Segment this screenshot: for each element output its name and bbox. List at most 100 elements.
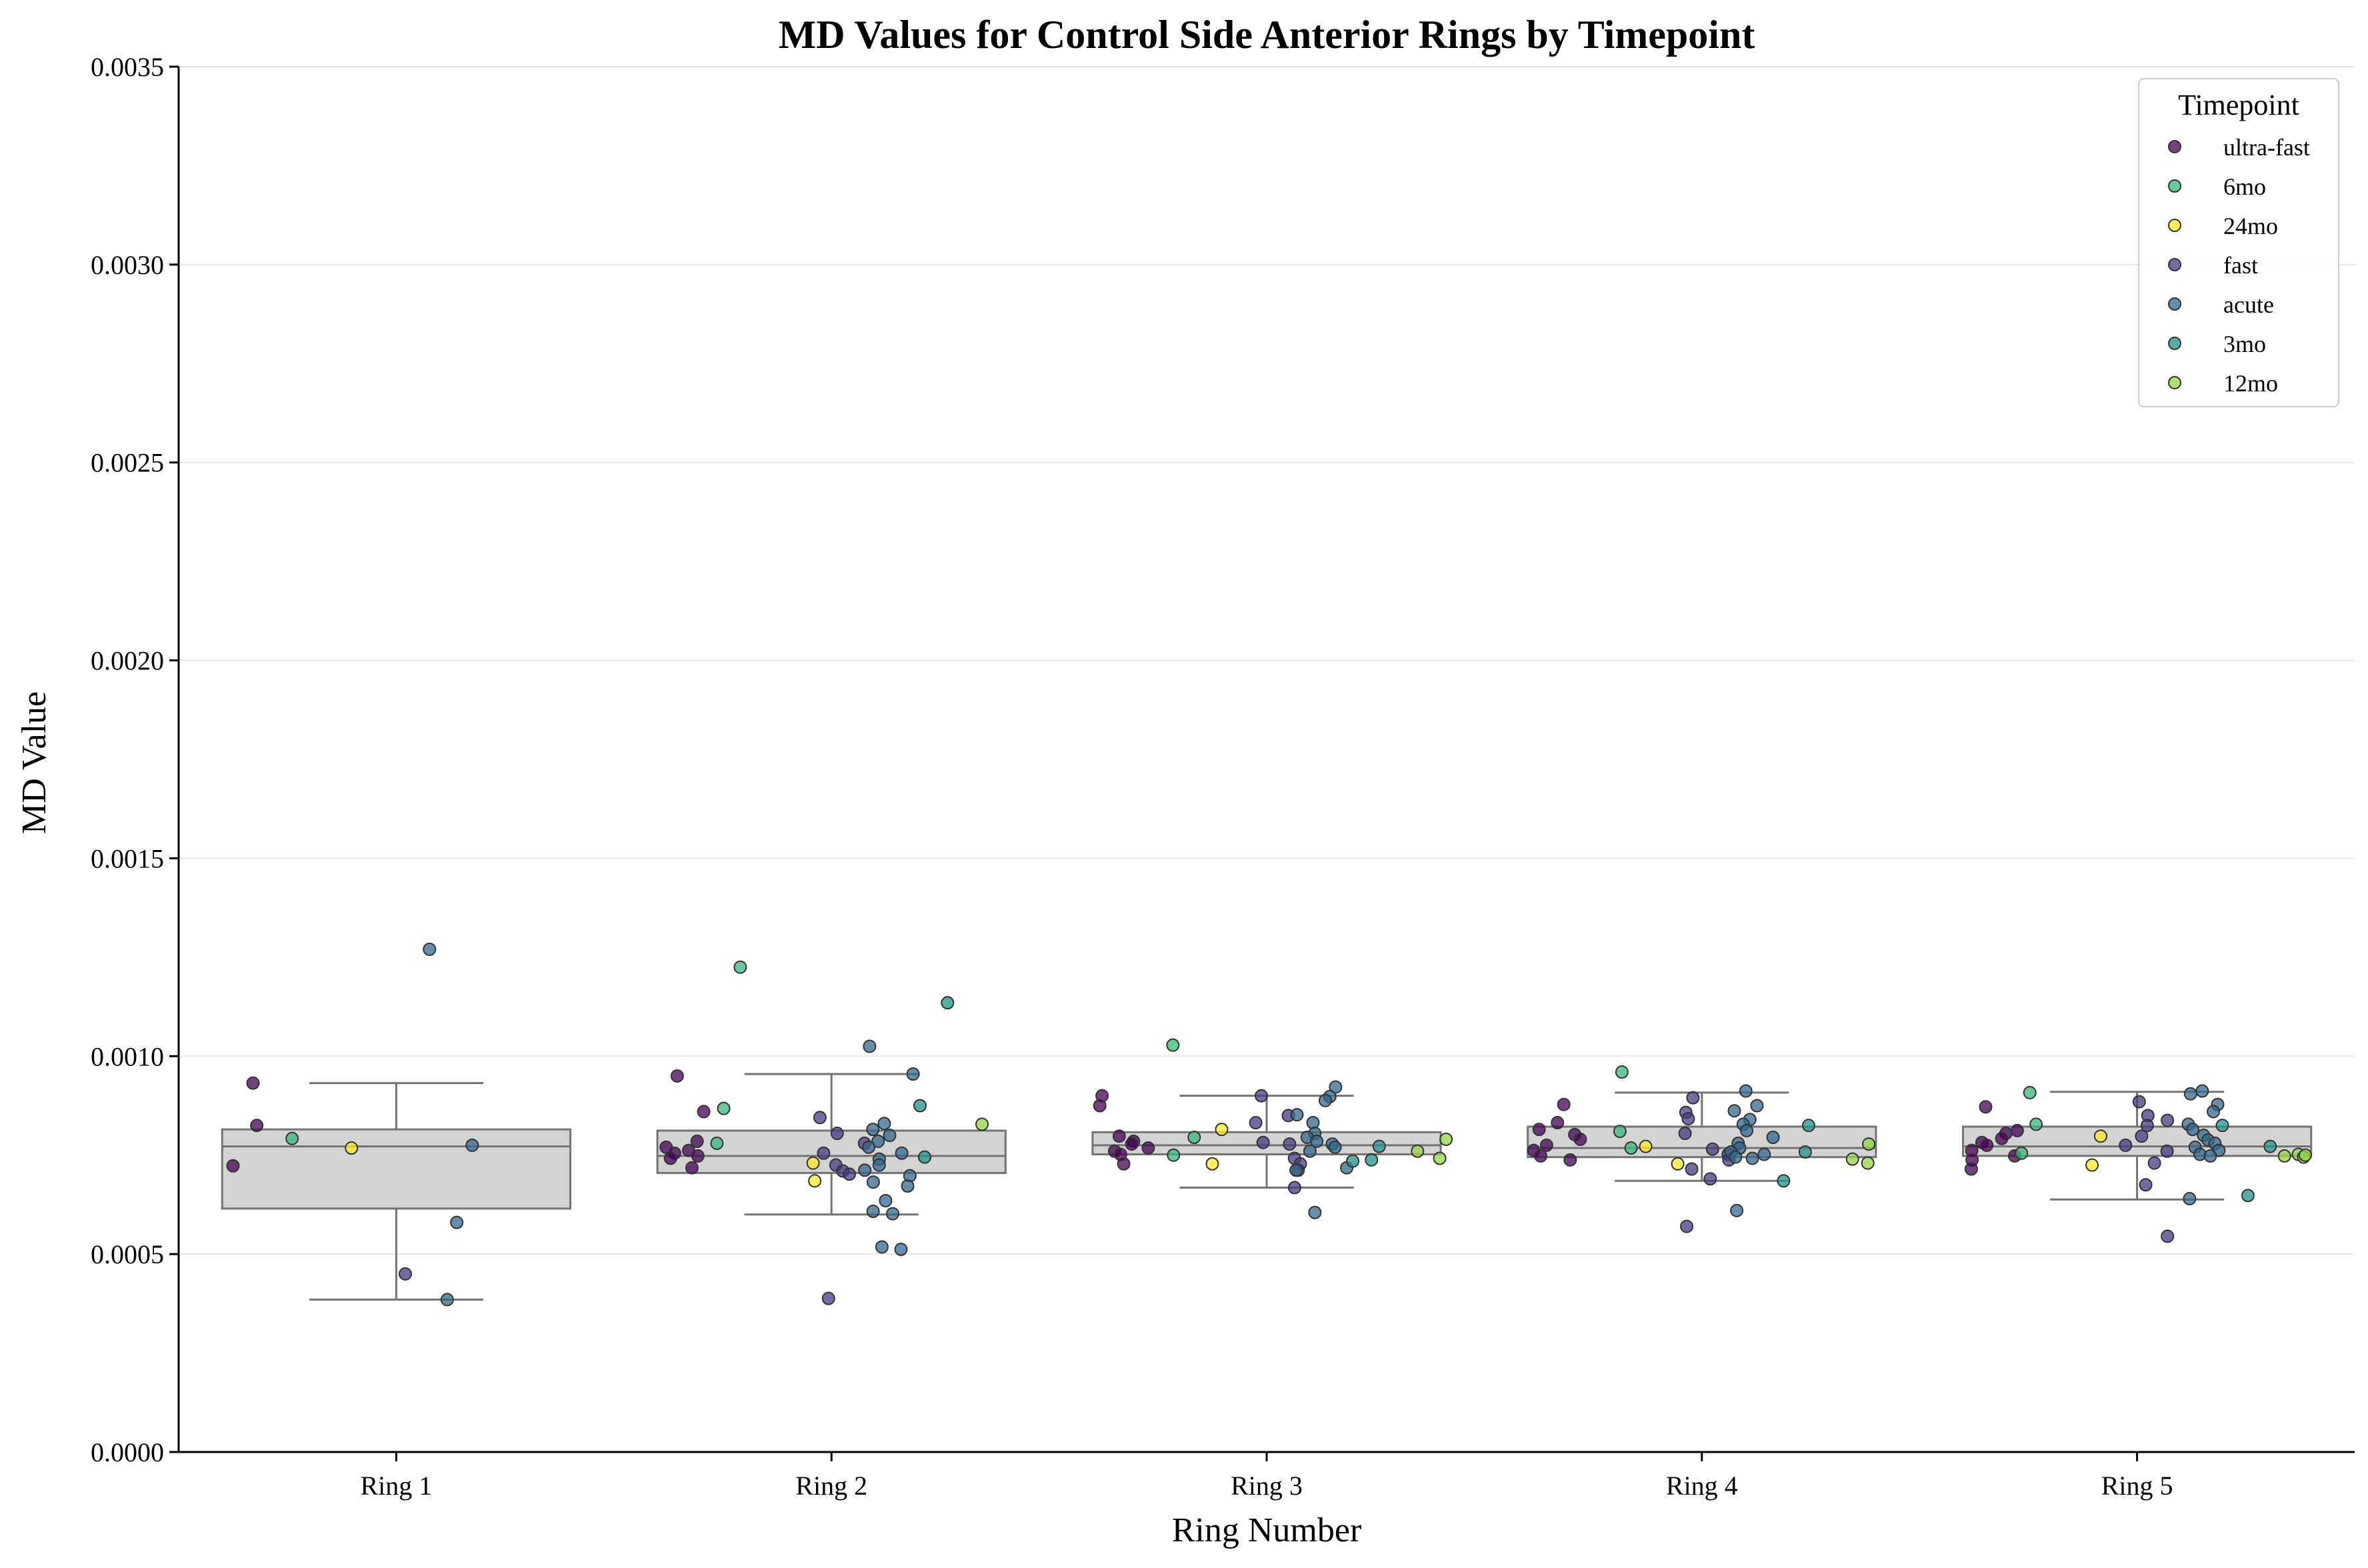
- x-ticks: Ring 1 Ring 2 Ring 3 Ring 4 Ring 5: [361, 1452, 2173, 1501]
- x-tick-label: Ring 2: [795, 1471, 867, 1501]
- data-point-fast: [1703, 1172, 1717, 1186]
- data-point-ultra-fast: [1534, 1149, 1548, 1163]
- y-ticks: 0.0000 0.0005 0.0010 0.0015 0.0020 0.0025 0.00…: [91, 52, 179, 1467]
- data-point-fast: [2161, 1113, 2175, 1127]
- data-point-acute: [871, 1134, 885, 1148]
- data-point-acute: [858, 1163, 872, 1177]
- data-point-3mo: [1346, 1154, 1360, 1168]
- data-point-acute: [2195, 1084, 2209, 1098]
- data-point-ultra-fast: [1532, 1123, 1546, 1137]
- data-point-24mo: [806, 1156, 820, 1170]
- data-point-acute: [885, 1207, 899, 1221]
- data-point-3mo: [2215, 1119, 2229, 1133]
- data-point-6mo: [710, 1136, 724, 1150]
- data-point-acute: [1757, 1147, 1771, 1161]
- data-point-acute: [1740, 1123, 1754, 1137]
- data-point-3mo: [2241, 1189, 2255, 1203]
- legend-marker-24mo: [2168, 219, 2181, 232]
- data-point-ultra-fast: [663, 1151, 677, 1165]
- data-point-12mo: [2298, 1148, 2312, 1162]
- data-point-acute: [1727, 1104, 1741, 1118]
- legend-frame: [2138, 78, 2339, 407]
- data-point-acute: [1290, 1108, 1304, 1122]
- data-point-acute: [2185, 1123, 2199, 1137]
- data-point-acute: [1318, 1093, 1332, 1107]
- data-point-acute: [866, 1175, 880, 1189]
- chart-title: MD Values for Control Side Anterior Ring…: [779, 13, 1755, 57]
- data-point-fast: [1705, 1142, 1719, 1156]
- data-point-acute: [2183, 1087, 2197, 1101]
- data-point-acute: [1750, 1099, 1764, 1113]
- x-tick-label: Ring 4: [1666, 1471, 1738, 1501]
- boxes: [221, 1073, 2313, 1301]
- data-point-ultra-fast: [226, 1159, 240, 1173]
- data-point-ultra-fast: [670, 1069, 684, 1083]
- data-point-acute: [1729, 1150, 1743, 1164]
- y-tick-label: 0.0020: [91, 646, 164, 676]
- data-point-ultra-fast: [1125, 1137, 1139, 1151]
- data-point-12mo: [1411, 1144, 1425, 1158]
- legend-label-6mo: 6mo: [2223, 173, 2266, 200]
- box-2: [656, 1073, 1007, 1216]
- data-point-12mo: [1862, 1137, 1876, 1151]
- data-point-ultra-fast: [250, 1119, 264, 1133]
- data-point-3mo: [1365, 1153, 1379, 1167]
- data-point-acute: [1328, 1140, 1342, 1154]
- data-point-6mo: [1167, 1148, 1181, 1162]
- data-point-fast: [1287, 1181, 1301, 1195]
- data-point-ultra-fast: [691, 1149, 705, 1163]
- y-tick-label: 0.0000: [91, 1437, 164, 1467]
- data-point-fast: [843, 1167, 857, 1181]
- data-point-acute: [1310, 1134, 1324, 1148]
- data-point-acute: [877, 1117, 891, 1131]
- data-point-ultra-fast: [1112, 1129, 1126, 1143]
- data-point-3mo: [1777, 1174, 1791, 1188]
- data-point-12mo: [1845, 1152, 1859, 1166]
- data-point-6mo: [1624, 1141, 1638, 1155]
- data-point-12mo: [975, 1117, 989, 1131]
- data-point-3mo: [918, 1150, 932, 1164]
- data-point-6mo: [1615, 1065, 1629, 1079]
- y-tick-label: 0.0035: [91, 52, 164, 82]
- data-point-acute: [1303, 1144, 1317, 1158]
- data-point-fast: [821, 1291, 835, 1305]
- data-point-6mo: [717, 1101, 731, 1115]
- legend-marker-ultra-fast: [2168, 140, 2181, 153]
- legend-entries: ultra-fast 6mo 24mo fast acute 3mo 12mo: [2168, 134, 2310, 397]
- data-point-acute: [2207, 1105, 2221, 1119]
- data-point-acute: [1730, 1203, 1744, 1217]
- y-tick-label: 0.0025: [91, 448, 164, 478]
- data-point-12mo: [1433, 1151, 1447, 1165]
- data-point-acute: [866, 1205, 880, 1219]
- data-point-ultra-fast: [2010, 1123, 2024, 1137]
- data-point-fast: [2147, 1156, 2161, 1170]
- data-point-12mo: [1439, 1132, 1453, 1146]
- y-tick-label: 0.0015: [91, 843, 164, 873]
- data-point-fast: [2132, 1095, 2146, 1109]
- data-point-6mo: [733, 960, 747, 974]
- data-point-ultra-fast: [690, 1134, 704, 1148]
- x-tick-label: Ring 3: [1231, 1471, 1303, 1501]
- data-point-6mo: [1166, 1038, 1180, 1052]
- data-point-24mo: [345, 1141, 359, 1155]
- data-point-12mo: [2277, 1149, 2291, 1163]
- data-point-acute: [883, 1129, 897, 1143]
- data-point-6mo: [285, 1131, 299, 1145]
- y-tick-label: 0.0030: [91, 250, 164, 280]
- data-point-ultra-fast: [685, 1161, 699, 1175]
- data-point-ultra-fast: [1563, 1153, 1577, 1167]
- gridlines: [179, 66, 2355, 1255]
- data-point-acute: [862, 1140, 876, 1154]
- data-point-fast: [2139, 1178, 2153, 1192]
- data-point-acute: [879, 1193, 893, 1207]
- data-point-ultra-fast: [1539, 1138, 1553, 1152]
- data-point-fast: [2140, 1119, 2154, 1133]
- data-point-ultra-fast: [1141, 1141, 1155, 1155]
- data-point-24mo: [1215, 1123, 1229, 1137]
- data-point-acute: [1745, 1151, 1759, 1165]
- box-1: [221, 1082, 572, 1301]
- legend-label-fast: fast: [2223, 252, 2258, 279]
- data-point-24mo: [1639, 1139, 1653, 1153]
- legend-label-3mo: 3mo: [2223, 331, 2266, 357]
